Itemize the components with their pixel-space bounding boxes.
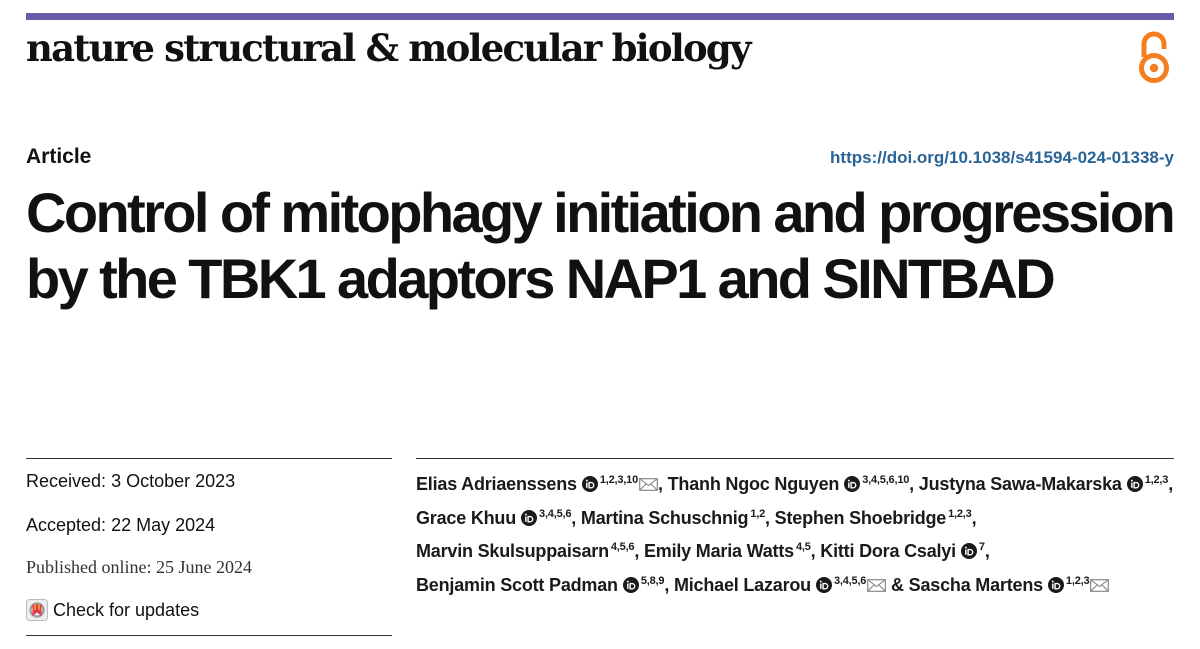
- author: Michael Lazarou 3,4,5,6: [673, 574, 887, 595]
- orcid-icon[interactable]: [815, 576, 832, 593]
- author: Sascha Martens 1,2,3: [909, 575, 1110, 595]
- orcid-icon[interactable]: [581, 476, 598, 492]
- author: Benjamin Scott Padman 5,8,9: [416, 574, 665, 595]
- mail-icon[interactable]: [867, 578, 887, 592]
- article-title: Control of mitophagy initiation and prog…: [26, 181, 1176, 310]
- published-label: Published online:: [26, 557, 152, 577]
- author: Martina Schuschnig 1,2: [581, 508, 765, 528]
- check-for-updates-label: Check for updates: [53, 599, 200, 620]
- author-separator: ,: [634, 541, 640, 561]
- journal-name[interactable]: nature structural & molecular biology: [26, 26, 751, 70]
- author-separator: ,: [571, 507, 577, 528]
- author-name[interactable]: Thanh Ngoc Nguyen: [667, 474, 840, 494]
- author: Elias Adriaenssens 1,2,3,10: [416, 474, 658, 494]
- author-affiliations: 3,4,5,6,10: [862, 474, 910, 486]
- divider: [26, 635, 392, 636]
- orcid-icon[interactable]: [521, 509, 538, 526]
- author: Emily Maria Watts 4,5: [644, 541, 811, 561]
- author-separator: ,: [984, 541, 990, 561]
- author-name[interactable]: Kitti Dora Csalyi: [820, 541, 956, 561]
- check-for-updates-button[interactable]: Check for updates: [26, 599, 199, 621]
- author: Grace Khuu 3,4,5,6: [416, 508, 571, 528]
- author-name[interactable]: Benjamin Scott Padman: [416, 574, 618, 595]
- accepted-date: Accepted: 22 May 2024: [26, 515, 215, 536]
- author-name[interactable]: Elias Adriaenssens: [416, 474, 577, 494]
- doi-link[interactable]: https://doi.org/10.1038/s41594-024-01338…: [830, 148, 1174, 167]
- author-affiliations: 4,5,6: [610, 541, 635, 553]
- orcid-icon[interactable]: [844, 476, 861, 492]
- author-separator: ,: [909, 474, 914, 494]
- author-affiliations: 1,2: [750, 507, 766, 520]
- author-affiliations: 3,4,5,6: [833, 574, 867, 587]
- check-for-updates-icon: [26, 599, 48, 621]
- author-affiliations: 1,2,3: [1144, 474, 1169, 486]
- divider: [26, 458, 392, 459]
- accepted-label: Accepted:: [26, 515, 107, 535]
- received-value: 3 October 2023: [111, 471, 236, 491]
- author-name[interactable]: Grace Khuu: [416, 507, 517, 528]
- received-label: Received:: [26, 471, 107, 491]
- orcid-icon[interactable]: [622, 576, 639, 593]
- author-affiliations: 4,5: [795, 541, 811, 553]
- author-name[interactable]: Sascha Martens: [908, 574, 1043, 595]
- author-affiliations: 1,2,3: [948, 507, 972, 520]
- author-list: Elias Adriaenssens 1,2,3,10, Thanh Ngoc N…: [416, 466, 1176, 600]
- author-name[interactable]: Justyna Sawa-Makarska: [918, 474, 1122, 494]
- author-affiliations: 7: [978, 541, 985, 553]
- author-separator: ,: [664, 574, 670, 595]
- article-type: Article: [26, 145, 92, 168]
- author-name[interactable]: Michael Lazarou: [673, 574, 811, 595]
- author-separator: ,: [765, 507, 770, 528]
- author-separator: ,: [810, 541, 816, 561]
- divider: [416, 458, 1174, 459]
- author-separator: ,: [971, 507, 977, 528]
- author-affiliations: 1,2,3,10: [599, 474, 638, 486]
- author: Thanh Ngoc Nguyen 3,4,5,6,10: [668, 474, 910, 494]
- author-affiliations: 3,4,5,6: [539, 507, 572, 520]
- author-name[interactable]: Marvin Skulsuppaisarn: [416, 541, 609, 561]
- author-name[interactable]: Emily Maria Watts: [643, 541, 794, 561]
- orcid-icon[interactable]: [1126, 476, 1143, 492]
- accepted-value: 22 May 2024: [111, 515, 216, 535]
- author: Kitti Dora Csalyi 7: [820, 541, 985, 561]
- author-name[interactable]: Martina Schuschnig: [580, 507, 749, 528]
- author-final-separator: &: [886, 574, 904, 595]
- author-separator: ,: [658, 474, 663, 494]
- received-date: Received: 3 October 2023: [26, 471, 235, 492]
- journal-top-bar: [26, 13, 1174, 20]
- author: Stephen Shoebridge 1,2,3: [775, 508, 972, 528]
- orcid-icon[interactable]: [960, 543, 977, 559]
- author-name[interactable]: Stephen Shoebridge: [774, 507, 947, 528]
- orcid-icon[interactable]: [1047, 576, 1064, 593]
- author-separator: ,: [1168, 474, 1173, 494]
- author: Marvin Skulsuppaisarn 4,5,6: [416, 541, 635, 561]
- mail-icon[interactable]: [639, 478, 658, 491]
- author-affiliations: 5,8,9: [640, 574, 665, 587]
- author: Justyna Sawa-Makarska 1,2,3: [918, 474, 1169, 494]
- published-date: Published online: 25 June 2024: [26, 557, 252, 578]
- published-value: 25 June 2024: [156, 557, 252, 577]
- mail-icon[interactable]: [1090, 578, 1110, 592]
- author-affiliations: 1,2,3: [1065, 574, 1090, 587]
- open-access-icon: [1139, 31, 1169, 83]
